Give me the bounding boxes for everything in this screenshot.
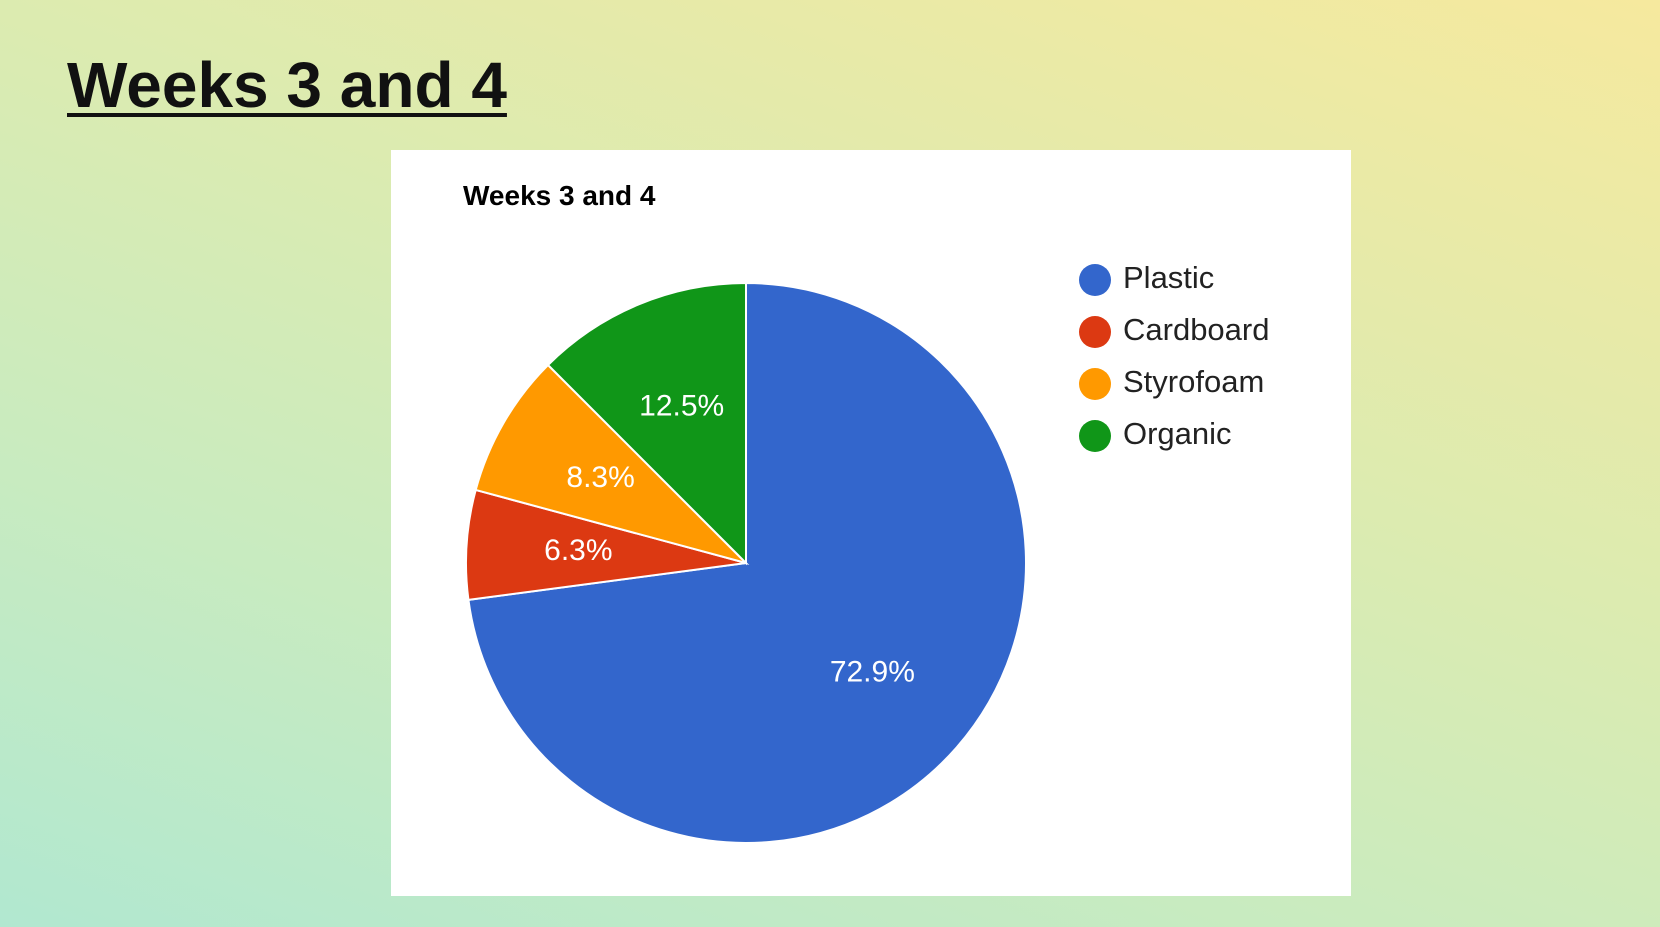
legend-item-styrofoam[interactable]: Styrofoam — [1079, 364, 1264, 400]
slide-title: Weeks 3 and 4 — [67, 49, 507, 121]
pie-slices — [465, 281, 1027, 844]
legend-label-plastic: Plastic — [1123, 260, 1214, 295]
legend-label-cardboard: Cardboard — [1123, 312, 1269, 347]
pie-chart: Weeks 3 and 4 72.9% 6.3% 8.3% 12.5% Plastic… — [463, 180, 1269, 844]
legend-item-cardboard[interactable]: Cardboard — [1079, 312, 1269, 348]
pie-slice-styrofoam[interactable] — [474, 363, 750, 565]
legend-label-styrofoam: Styrofoam — [1123, 364, 1264, 399]
slice-label-cardboard: 6.3% — [544, 534, 612, 567]
chart-legend: Plastic Cardboard Styrofoam Organic — [1079, 260, 1269, 452]
legend-label-organic: Organic — [1123, 416, 1232, 451]
legend-marker-cardboard — [1079, 316, 1111, 348]
chart-card: Weeks 3 and 4 72.9% 6.3% 8.3% 12.5% Plastic… — [391, 150, 1351, 896]
pie-slice-organic[interactable] — [546, 281, 747, 566]
legend-marker-plastic — [1079, 264, 1111, 296]
legend-item-plastic[interactable]: Plastic — [1079, 260, 1214, 296]
chart-title: Weeks 3 and 4 — [463, 180, 656, 211]
slice-label-organic: 12.5% — [639, 390, 724, 423]
legend-item-organic[interactable]: Organic — [1079, 416, 1232, 452]
slice-label-plastic: 72.9% — [830, 656, 915, 689]
pie-slice-labels: 72.9% 6.3% 8.3% 12.5% — [544, 390, 915, 689]
slice-label-styrofoam: 8.3% — [566, 461, 634, 494]
legend-marker-styrofoam — [1079, 368, 1111, 400]
legend-marker-organic — [1079, 420, 1111, 452]
